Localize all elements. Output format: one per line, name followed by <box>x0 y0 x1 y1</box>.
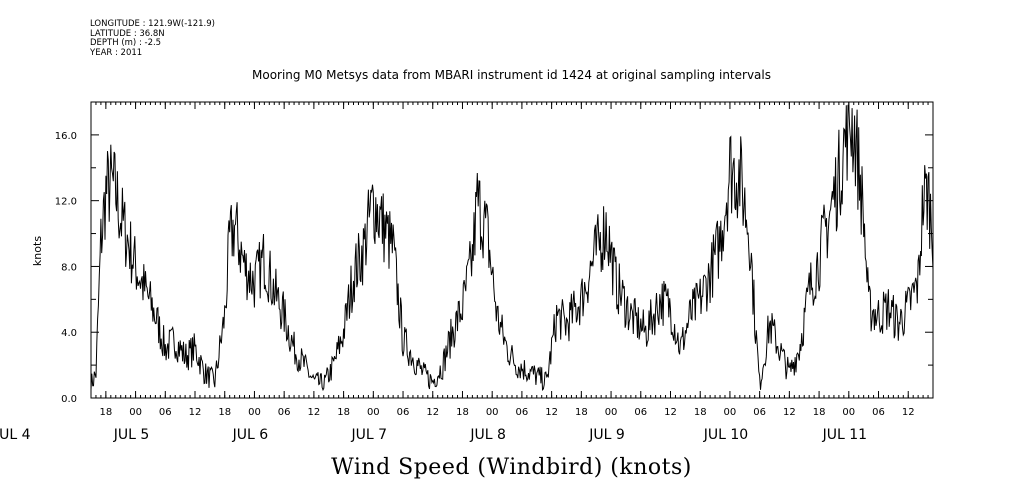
x-tick-label: 00 <box>486 407 499 418</box>
chart-title-text: Mooring M0 Metsys data from MBARI instru… <box>252 68 771 82</box>
chart-title: Mooring M0 Metsys data from MBARI instru… <box>0 68 1009 82</box>
x-tick-label: 18 <box>575 407 588 418</box>
metadata-block: LONGITUDE : 121.9W(-121.9) LATITUDE : 36… <box>90 19 215 58</box>
x-tick-label: 12 <box>189 407 202 418</box>
x-axis-label-text: Wind Speed (Windbird) (knots) <box>331 455 692 480</box>
x-day-label: JUL 11 <box>822 427 867 443</box>
x-tick-label: 00 <box>605 407 618 418</box>
x-tick-label: 06 <box>516 407 529 418</box>
depth-text: DEPTH (m) : -2.5 <box>90 38 162 48</box>
year-text: YEAR : 2011 <box>90 47 143 58</box>
x-tick-label: 06 <box>278 407 291 418</box>
x-tick-label: 18 <box>813 407 826 418</box>
x-tick-label: 00 <box>248 407 261 418</box>
x-tick-label: 18 <box>337 407 350 418</box>
x-tick-label: 00 <box>129 407 142 418</box>
x-day-label: JUL 10 <box>703 427 748 443</box>
axes: 18 00 06 12 18 00 06 12 18 00 06 12 18 00 06 12 18 00 06 12… <box>0 101 934 443</box>
x-day-label: JUL 6 <box>232 427 269 443</box>
x-tick-label: 06 <box>397 407 410 418</box>
series-line-wind-speed <box>90 104 934 392</box>
x-day-label: JUL 5 <box>113 427 150 443</box>
x-day-label: JUL 9 <box>588 427 625 443</box>
y-axis-label: knots <box>31 236 44 266</box>
x-tick-label: 06 <box>872 407 885 418</box>
x-tick-label: 18 <box>218 407 231 418</box>
y-tick-label: 8.0 <box>61 262 77 273</box>
x-day-label: JUL 4 <box>0 427 31 443</box>
x-tick-label: 12 <box>545 407 558 418</box>
y-tick-label: 4.0 <box>61 328 77 339</box>
longitude-text: LONGITUDE : 121.9W(-121.9) <box>90 19 215 29</box>
y-tick-label: 0.0 <box>61 394 77 405</box>
x-tick-label: 18 <box>456 407 469 418</box>
x-tick-label: 18 <box>99 407 112 418</box>
x-tick-label: 12 <box>783 407 796 418</box>
x-tick-label: 06 <box>159 407 172 418</box>
latitude-text: LATITUDE : 36.8N <box>90 28 165 39</box>
series-group <box>90 104 934 392</box>
y-tick-label: 16.0 <box>55 131 77 142</box>
y-tick-label: 12.0 <box>55 197 77 208</box>
x-tick-label: 12 <box>426 407 439 418</box>
x-axis-label: Wind Speed (Windbird) (knots) <box>0 455 1009 480</box>
x-tick-label: 06 <box>634 407 647 418</box>
x-day-label: JUL 8 <box>469 427 506 443</box>
x-day-label: JUL 7 <box>351 427 388 443</box>
x-tick-label: 12 <box>308 407 321 418</box>
x-tick-label: 12 <box>664 407 677 418</box>
x-tick-label: 06 <box>753 407 766 418</box>
x-tick-label: 12 <box>902 407 915 418</box>
plot-frame <box>90 101 934 399</box>
x-tick-label: 00 <box>724 407 737 418</box>
x-tick-label: 18 <box>694 407 707 418</box>
x-tick-label: 00 <box>367 407 380 418</box>
x-tick-label: 00 <box>842 407 855 418</box>
